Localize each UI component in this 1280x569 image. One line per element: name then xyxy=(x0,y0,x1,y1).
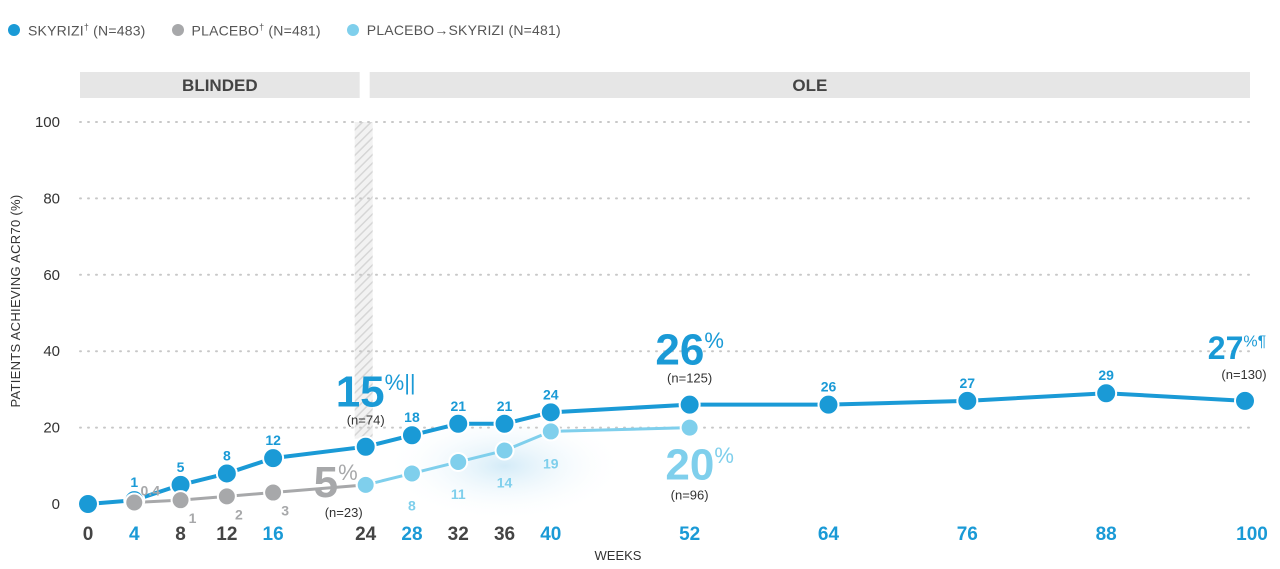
value-label-skyrizi-wk88: 29 xyxy=(1098,367,1114,383)
x-tick-0: 0 xyxy=(83,524,94,545)
x-tick-28: 28 xyxy=(401,524,422,545)
y-tick-40: 40 xyxy=(43,343,60,360)
legend-label-placebo-skyrizi: PLACEBO→SKYRIZI (N=481) xyxy=(366,22,561,39)
callout-4: 27%¶ xyxy=(1208,330,1266,366)
value-label-skyrizi-wk12: 8 xyxy=(223,447,231,463)
point-skyrizi-wk12 xyxy=(215,462,238,485)
point-placebo-wk4 xyxy=(124,492,145,513)
point-skyrizi-wk64 xyxy=(817,393,840,416)
value-label-skyrizi-wk40: 24 xyxy=(543,386,559,402)
value-label-skyrizi-wk16: 12 xyxy=(265,432,281,448)
point-placebo-skyrizi-wk40 xyxy=(540,421,561,442)
x-tick-24: 24 xyxy=(355,524,377,545)
point-placebo-wk16 xyxy=(263,482,284,503)
week24-separator xyxy=(354,122,373,439)
callout-3: 20% xyxy=(665,441,734,490)
band-blinded xyxy=(80,72,360,98)
legend-item-skyrizi: SKYRIZI† (N=483) xyxy=(8,22,146,39)
point-skyrizi-wk36 xyxy=(493,412,516,435)
x-tick-76: 76 xyxy=(957,524,978,545)
point-skyrizi-wk88 xyxy=(1095,382,1118,405)
value-label-placebo-wk16: 3 xyxy=(281,503,289,519)
legend-dot-skyrizi xyxy=(8,24,20,37)
value-label-placebo-skyrizi-wk28: 8 xyxy=(408,497,416,513)
point-skyrizi-wk24 xyxy=(354,435,377,458)
value-label-skyrizi-wk76: 27 xyxy=(960,375,976,391)
value-label-skyrizi-wk36: 21 xyxy=(497,398,513,414)
y-tick-60: 60 xyxy=(43,267,60,284)
point-skyrizi-wk76 xyxy=(956,389,979,412)
callout-n-1: (n=23) xyxy=(325,505,363,520)
point-skyrizi-wk40 xyxy=(539,401,562,424)
x-tick-64: 64 xyxy=(818,524,840,545)
point-skyrizi-wk100 xyxy=(1234,389,1256,412)
x-tick-52: 52 xyxy=(679,524,700,545)
y-tick-100: 100 xyxy=(35,114,60,131)
legend-label-placebo: PLACEBO† (N=481) xyxy=(191,22,321,39)
x-tick-36: 36 xyxy=(494,524,515,545)
value-label-placebo-wk8: 1 xyxy=(189,510,197,526)
value-label-placebo-wk4: 0.4 xyxy=(141,482,161,498)
point-skyrizi-wk28 xyxy=(400,424,423,447)
band-ole xyxy=(369,72,1250,98)
callout-n-4: (n=130) xyxy=(1221,367,1266,382)
x-tick-16: 16 xyxy=(263,524,284,545)
y-tick-80: 80 xyxy=(43,190,60,207)
callout-1: 5% xyxy=(314,458,358,507)
point-skyrizi-wk32 xyxy=(447,412,470,435)
point-skyrizi-wk52 xyxy=(678,393,701,416)
highlight-glow xyxy=(384,410,625,521)
y-axis-label: PATIENTS ACHIEVING ACR70 (%) xyxy=(8,194,23,407)
value-label-skyrizi-wk32: 21 xyxy=(450,398,466,414)
y-tick-0: 0 xyxy=(52,496,60,513)
legend-label-skyrizi: SKYRIZI† (N=483) xyxy=(28,22,146,39)
x-tick-40: 40 xyxy=(540,524,561,545)
value-label-skyrizi-wk4: 1 xyxy=(130,474,138,490)
band-label-blinded: BLINDED xyxy=(182,76,258,95)
point-skyrizi-wk0 xyxy=(77,493,99,515)
callout-n-3: (n=96) xyxy=(671,488,709,503)
value-label-placebo-wk12: 2 xyxy=(235,506,243,522)
point-placebo-skyrizi-wk32 xyxy=(448,451,469,472)
x-tick-100: 100 xyxy=(1236,524,1268,545)
point-placebo-skyrizi-wk28 xyxy=(401,463,422,484)
legend-item-placebo-skyrizi: PLACEBO→SKYRIZI (N=481) xyxy=(346,22,561,39)
x-tick-12: 12 xyxy=(216,524,237,545)
x-tick-88: 88 xyxy=(1096,524,1117,545)
legend-item-placebo: PLACEBO† (N=481) xyxy=(171,22,321,39)
x-tick-4: 4 xyxy=(129,524,140,545)
callout-0: 15%|| xyxy=(336,368,416,417)
x-axis-label: WEEKS xyxy=(595,548,642,563)
point-placebo-wk12 xyxy=(216,486,237,507)
callout-n-2: (n=125) xyxy=(667,371,712,386)
value-label-skyrizi-wk64: 26 xyxy=(821,379,837,395)
callout-n-0: (n=74) xyxy=(347,413,385,428)
legend-dot-placebo-skyrizi xyxy=(346,24,359,37)
value-label-skyrizi-wk8: 5 xyxy=(177,459,185,475)
y-tick-20: 20 xyxy=(43,420,60,437)
legend: SKYRIZI† (N=483) PLACEBO† (N=481) PLACEB… xyxy=(8,22,561,39)
value-label-placebo-skyrizi-wk40: 19 xyxy=(543,455,559,471)
point-placebo-skyrizi-wk24 xyxy=(355,474,376,495)
point-placebo-skyrizi-wk36 xyxy=(494,440,515,461)
x-tick-8: 8 xyxy=(175,524,186,545)
value-label-placebo-skyrizi-wk32: 11 xyxy=(451,486,466,502)
point-placebo-skyrizi-wk52 xyxy=(679,417,700,438)
point-skyrizi-wk16 xyxy=(262,447,285,470)
callout-2: 26% xyxy=(655,326,724,375)
point-placebo-wk8 xyxy=(170,490,191,511)
legend-dot-placebo xyxy=(171,24,184,37)
band-label-ole: OLE xyxy=(792,76,827,95)
value-label-placebo-skyrizi-wk36: 14 xyxy=(497,475,513,491)
value-label-skyrizi-wk28: 18 xyxy=(404,409,420,425)
x-tick-32: 32 xyxy=(448,524,469,545)
